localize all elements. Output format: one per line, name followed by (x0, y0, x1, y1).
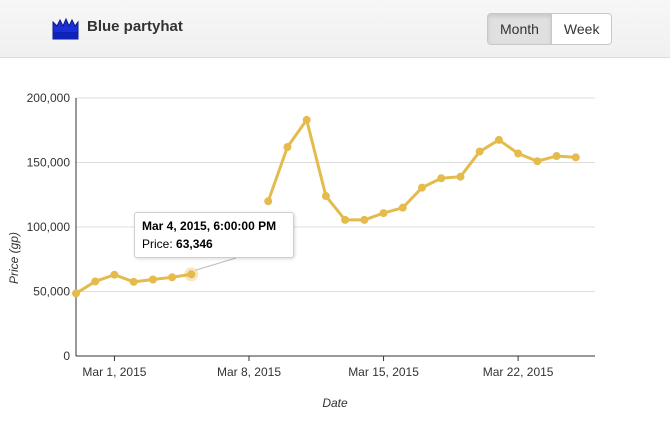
x-tick-label: Mar 1, 2015 (82, 365, 146, 379)
series-line (266, 118, 576, 222)
data-point (514, 149, 523, 158)
data-point (264, 197, 273, 206)
y-tick-label: 100,000 (27, 220, 71, 234)
y-tick-labels: 0 50,000 100,000 150,000 200,000 (27, 91, 71, 363)
x-tick-labels: Mar 1, 2015 Mar 8, 2015 Mar 15, 2015 Mar 22… (82, 356, 554, 379)
data-point (418, 183, 426, 192)
data-point (475, 147, 484, 156)
y-tick-label: 150,000 (27, 156, 71, 170)
data-point (129, 277, 138, 286)
data-point (72, 289, 80, 298)
x-tick-label: Mar 15, 2015 (348, 365, 419, 379)
tooltip-pointer (195, 257, 237, 271)
data-point (110, 270, 119, 279)
data-point (148, 275, 157, 284)
data-point (321, 192, 330, 201)
blue-partyhat-icon (52, 18, 79, 40)
data-point (571, 153, 580, 162)
tooltip-price-value: 63,346 (176, 237, 213, 251)
data-point (552, 152, 561, 161)
data-point (168, 273, 177, 282)
y-axis-title: Price (gp) (7, 232, 21, 284)
highlighted-point (184, 267, 199, 282)
data-point (456, 172, 465, 181)
price-series (72, 115, 580, 298)
x-axis-title: Date (322, 396, 348, 410)
y-tick-label: 0 (63, 349, 70, 363)
period-toggle: Month Week (487, 13, 613, 45)
data-point (379, 209, 388, 218)
data-point (302, 115, 311, 124)
tooltip-date: Mar 4, 2015, 6:00:00 PM (142, 219, 277, 233)
tooltip-price-label: Price: (142, 237, 173, 251)
month-button[interactable]: Month (488, 14, 552, 44)
data-point (283, 143, 292, 152)
y-tick-label: 200,000 (27, 91, 71, 105)
data-point (341, 215, 350, 224)
x-tick-label: Mar 8, 2015 (217, 365, 281, 379)
price-tooltip: Mar 4, 2015, 6:00:00 PM Price: 63,346 (134, 212, 294, 258)
data-point (187, 270, 196, 279)
item-title: Blue partyhat (87, 18, 183, 35)
data-point (360, 215, 369, 224)
data-point (437, 174, 446, 183)
week-button[interactable]: Week (551, 14, 612, 44)
y-tick-label: 50,000 (33, 285, 70, 299)
x-tick-label: Mar 22, 2015 (483, 365, 554, 379)
price-chart: 0 50,000 100,000 150,000 200,000 Mar 1, 2015… (7, 91, 595, 410)
data-point (398, 203, 407, 212)
panel-header: Blue partyhat Month Week (0, 0, 670, 58)
data-point (533, 157, 542, 166)
data-point (91, 277, 100, 286)
grid-lines (76, 97, 595, 292)
data-point (494, 135, 503, 144)
